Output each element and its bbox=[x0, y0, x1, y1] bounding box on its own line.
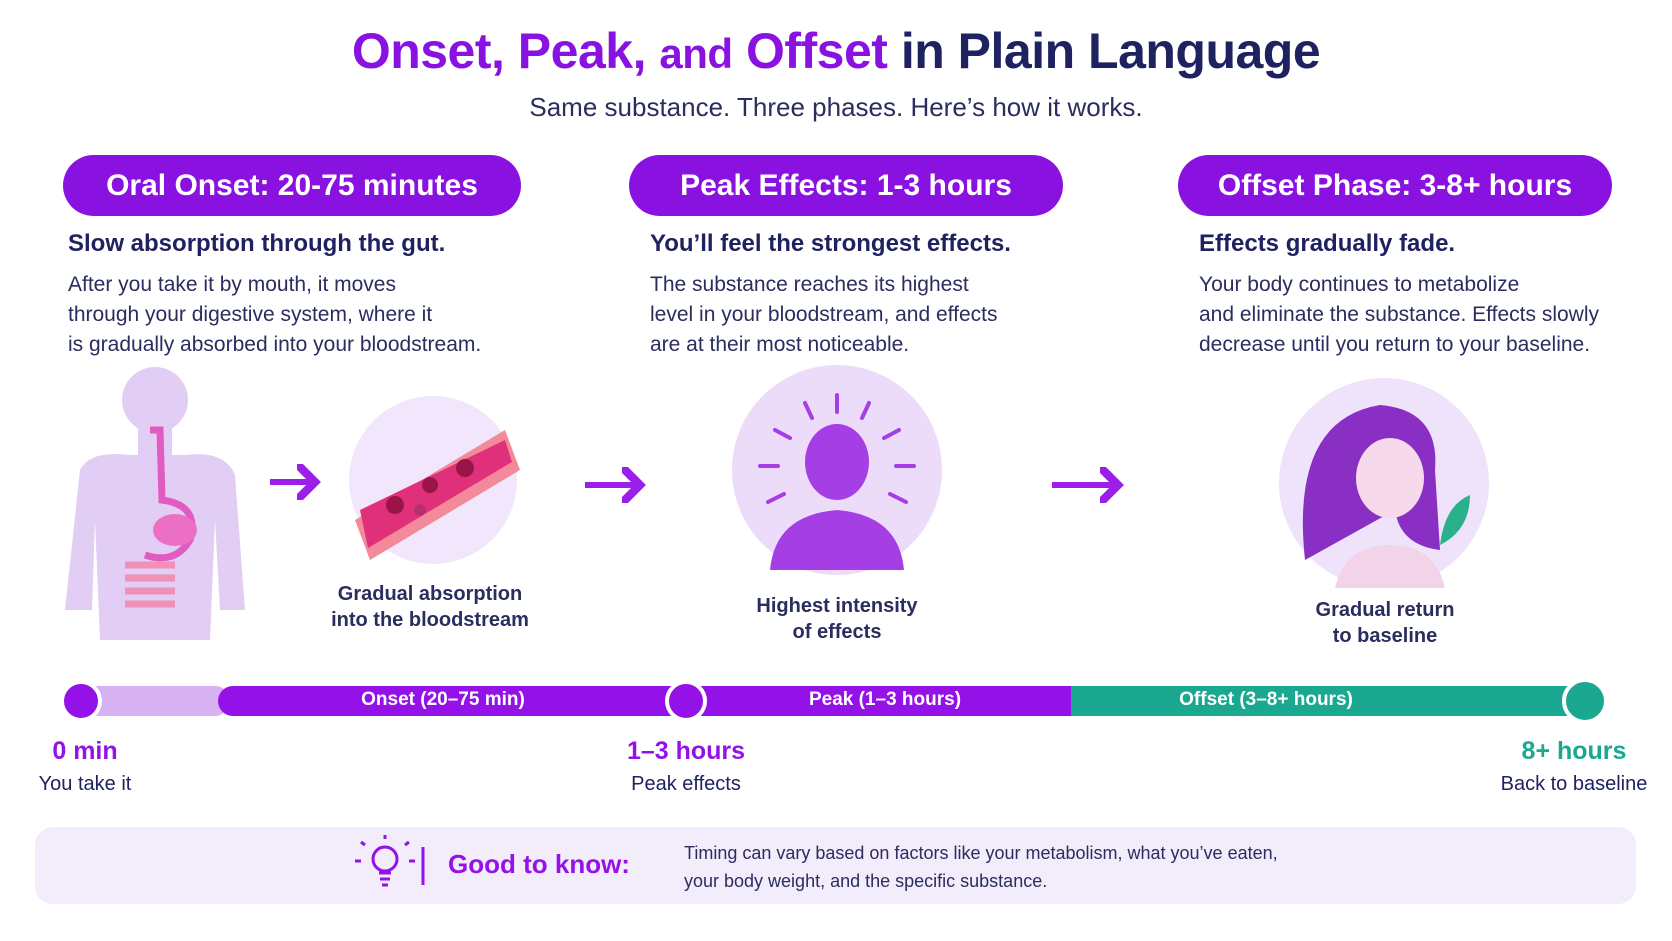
body-line: are at their most noticeable. bbox=[650, 333, 910, 356]
marker-label: Peak effects bbox=[631, 773, 741, 795]
phase-badge: Oral Onset: 20-75 minutes bbox=[63, 155, 521, 216]
note-line: your body weight, and the specific subst… bbox=[684, 871, 1048, 891]
title-part: and bbox=[659, 30, 733, 77]
timeline-segment bbox=[218, 686, 1088, 716]
body-line: The substance reaches its highest bbox=[650, 273, 969, 296]
body-line: Your body continues to metabolize bbox=[1199, 273, 1520, 296]
segment-label: Onset (20–75 min) bbox=[361, 689, 525, 710]
note-text: Timing can vary based on factors like yo… bbox=[684, 839, 1278, 895]
body-line: After you take it by mouth, it moves bbox=[68, 273, 396, 296]
timeline bbox=[60, 678, 1608, 724]
baseline-icon bbox=[1279, 378, 1489, 588]
vessel-icon bbox=[349, 396, 520, 564]
body-line: decrease until you return to your baseli… bbox=[1199, 333, 1591, 356]
timeline-segment bbox=[1071, 686, 1091, 716]
marker-time: 8+ hours bbox=[1521, 737, 1627, 765]
marker-label: You take it bbox=[38, 773, 132, 795]
body-icon bbox=[65, 367, 245, 640]
note-box: Good to know: Timing can vary based on f… bbox=[35, 827, 1636, 904]
timeline-segment bbox=[1071, 686, 1591, 716]
note-label: Good to know: bbox=[448, 849, 630, 879]
caption-line: to baseline bbox=[1332, 625, 1438, 647]
title-part: in Plain Language bbox=[900, 23, 1321, 79]
title-part: Onset, Peak, bbox=[351, 23, 647, 79]
title: Onset, Peak, and Offset in Plain Languag… bbox=[0, 22, 1672, 80]
caption: Highest intensity of effects bbox=[687, 593, 987, 645]
caption-line: Gradual return bbox=[1315, 599, 1455, 621]
subtitle: Same substance. Three phases. Here’s how… bbox=[529, 92, 1143, 122]
timeline-marker bbox=[60, 680, 102, 722]
caption: Gradual absorption into the bloodstream bbox=[280, 581, 580, 633]
segment-label: Peak (1–3 hours) bbox=[808, 689, 962, 710]
marker-time: 0 min bbox=[52, 737, 118, 765]
segment-label: Offset (3–8+ hours) bbox=[1179, 689, 1353, 710]
note-line: Timing can vary based on factors like yo… bbox=[684, 843, 1278, 863]
caption-line: into the bloodstream bbox=[331, 609, 529, 631]
caption-line: Highest intensity bbox=[756, 595, 918, 617]
phase-badge: Peak Effects: 1-3 hours bbox=[629, 155, 1063, 216]
phase-body: The substance reaches its highest level … bbox=[650, 270, 997, 360]
body-line: through your digestive system, where it bbox=[68, 303, 433, 326]
peak-icon bbox=[732, 365, 942, 575]
marker-label: Back to baseline bbox=[1500, 773, 1648, 795]
body-line: level in your bloodstream, and effects bbox=[650, 303, 998, 326]
caption-line: Gradual absorption bbox=[337, 583, 523, 605]
phase-badge: Offset Phase: 3-8+ hours bbox=[1178, 155, 1612, 216]
caption: Gradual return to baseline bbox=[1235, 597, 1535, 649]
phase-heading: Slow absorption through the gut. bbox=[68, 230, 446, 257]
phase-body: After you take it by mouth, it moves thr… bbox=[68, 270, 481, 360]
timeline-marker bbox=[665, 680, 707, 722]
body-line: is gradually absorbed into your bloodstr… bbox=[68, 333, 482, 356]
bulb-icon bbox=[355, 835, 425, 887]
timeline-marker bbox=[1562, 678, 1608, 724]
phase-body: Your body continues to metabolize and el… bbox=[1199, 270, 1599, 360]
marker-time: 1–3 hours bbox=[626, 737, 746, 765]
caption-line: of effects bbox=[792, 621, 882, 643]
title-part: Offset bbox=[745, 23, 888, 79]
body-line: and eliminate the substance. Effects slo… bbox=[1199, 303, 1599, 326]
phase-heading: Effects gradually fade. bbox=[1199, 230, 1456, 257]
phase-heading: You’ll feel the strongest effects. bbox=[650, 230, 1011, 257]
timeline-track bbox=[70, 686, 230, 716]
